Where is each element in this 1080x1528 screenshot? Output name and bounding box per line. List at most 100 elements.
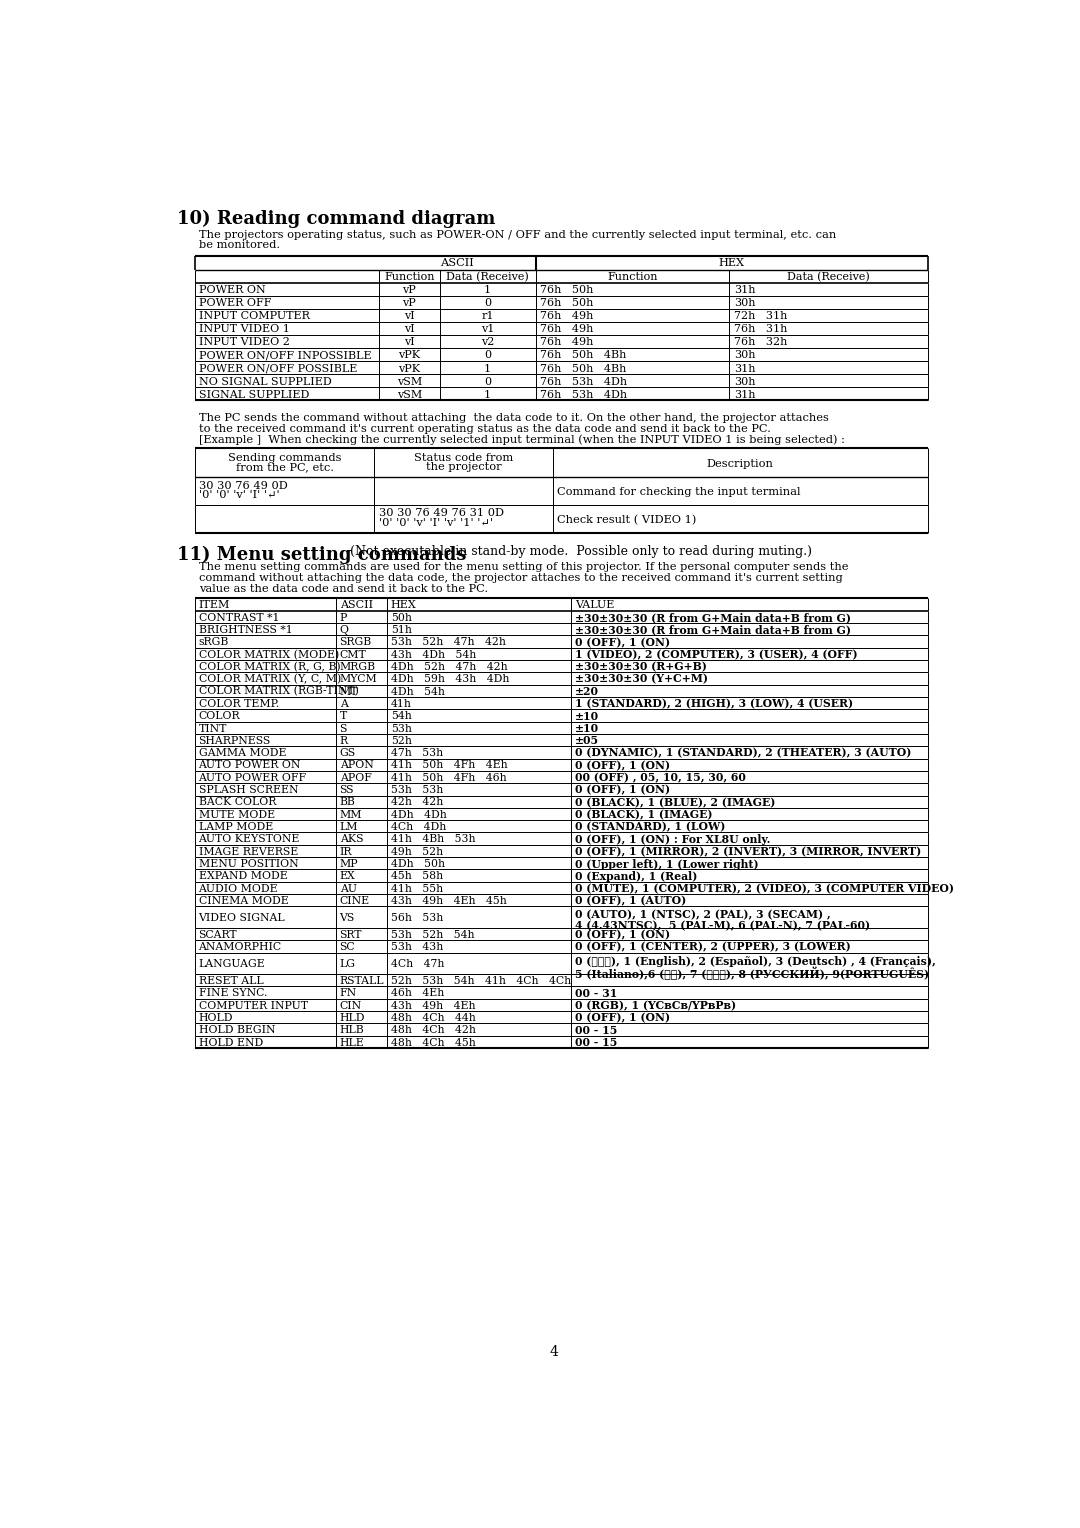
Text: 31h: 31h	[734, 286, 756, 295]
Text: VIDEO SIGNAL: VIDEO SIGNAL	[199, 912, 285, 923]
Text: 4Dh   50h: 4Dh 50h	[391, 859, 445, 869]
Text: BACK COLOR: BACK COLOR	[199, 798, 275, 807]
Text: POWER ON/OFF POSSIBLE: POWER ON/OFF POSSIBLE	[199, 364, 356, 373]
Text: 0 (BLACK), 1 (BLUE), 2 (IMAGE): 0 (BLACK), 1 (BLUE), 2 (IMAGE)	[576, 798, 775, 808]
Text: 41h   50h   4Fh   46h: 41h 50h 4Fh 46h	[391, 773, 507, 782]
Text: 5 (Italiano),6 (中文), 7 (한국어), 8 (РУССКИЙ), 9(PORTUGUÊS): 5 (Italiano),6 (中文), 7 (한국어), 8 (РУССКИЙ…	[576, 966, 929, 979]
Text: 52h   53h   54h   41h   4Ch   4Ch: 52h 53h 54h 41h 4Ch 4Ch	[391, 976, 571, 986]
Text: sRGB: sRGB	[199, 637, 229, 648]
Text: Function: Function	[607, 272, 658, 281]
Text: 0 (OFF), 1 (ON) : For XL8U only.: 0 (OFF), 1 (ON) : For XL8U only.	[576, 834, 770, 845]
Text: 30h: 30h	[734, 350, 756, 361]
Text: 4Dh   54h: 4Dh 54h	[391, 686, 445, 697]
Text: vPK: vPK	[399, 350, 420, 361]
Text: AUDIO MODE: AUDIO MODE	[199, 883, 279, 894]
Text: 4Dh   4Dh: 4Dh 4Dh	[391, 810, 446, 819]
Text: NO SIGNAL SUPPLIED: NO SIGNAL SUPPLIED	[199, 376, 332, 387]
Text: COLOR MATRIX (Y, C, M): COLOR MATRIX (Y, C, M)	[199, 674, 341, 685]
Text: CINEMA MODE: CINEMA MODE	[199, 895, 288, 906]
Text: ±05: ±05	[576, 735, 599, 746]
Text: 76h   32h: 76h 32h	[734, 338, 787, 347]
Text: SRGB: SRGB	[339, 637, 372, 648]
Text: 0 (MUTE), 1 (COMPUTER), 2 (VIDEO), 3 (COMPUTER VIDEO): 0 (MUTE), 1 (COMPUTER), 2 (VIDEO), 3 (CO…	[576, 883, 955, 894]
Text: IMAGE REVERSE: IMAGE REVERSE	[199, 847, 298, 857]
Text: COLOR MATRIX (RGB-TINT): COLOR MATRIX (RGB-TINT)	[199, 686, 359, 697]
Text: GAMMA MODE: GAMMA MODE	[199, 749, 286, 758]
Text: ±30±30±30 (R+G+B): ±30±30±30 (R+G+B)	[576, 662, 707, 672]
Text: 76h   31h: 76h 31h	[734, 324, 787, 335]
Text: 72h   31h: 72h 31h	[734, 312, 787, 321]
Text: T: T	[339, 711, 347, 721]
Text: 48h   4Ch   44h: 48h 4Ch 44h	[391, 1013, 475, 1024]
Text: SCART: SCART	[199, 931, 238, 940]
Text: 30 30 76 49 0D: 30 30 76 49 0D	[200, 481, 288, 490]
Text: 42h   42h: 42h 42h	[391, 798, 443, 807]
Text: GS: GS	[339, 749, 355, 758]
Text: 52h: 52h	[391, 736, 411, 746]
Text: Function: Function	[384, 272, 434, 281]
Text: 0: 0	[484, 298, 491, 309]
Text: 0 (OFF), 1 (ON): 0 (OFF), 1 (ON)	[576, 637, 671, 648]
Text: COLOR MATRIX (R, G, B): COLOR MATRIX (R, G, B)	[199, 662, 340, 672]
Text: LM: LM	[339, 822, 359, 833]
Text: (Not executable in stand-by mode.  Possible only to read during muting.): (Not executable in stand-by mode. Possib…	[346, 545, 812, 558]
Text: CIN: CIN	[339, 1001, 362, 1010]
Text: ±30±30±30 (R from G+Main data+B from G): ±30±30±30 (R from G+Main data+B from G)	[576, 625, 851, 636]
Text: 4Dh   52h   47h   42h: 4Dh 52h 47h 42h	[391, 662, 508, 672]
Text: COLOR TEMP.: COLOR TEMP.	[199, 698, 279, 709]
Text: 0 (OFF), 1 (ON): 0 (OFF), 1 (ON)	[576, 784, 671, 796]
Text: CMT: CMT	[339, 649, 366, 660]
Text: vI: vI	[404, 338, 415, 347]
Text: the projector: the projector	[426, 461, 501, 472]
Text: POWER OFF: POWER OFF	[199, 298, 271, 309]
Text: 49h   52h: 49h 52h	[391, 847, 443, 857]
Text: 0 (DYNAMIC), 1 (STANDARD), 2 (THEATER), 3 (AUTO): 0 (DYNAMIC), 1 (STANDARD), 2 (THEATER), …	[576, 747, 912, 759]
Text: SS: SS	[339, 785, 354, 795]
Text: VS: VS	[339, 912, 355, 923]
Text: 1 (VIDEO), 2 (COMPUTER), 3 (USER), 4 (OFF): 1 (VIDEO), 2 (COMPUTER), 3 (USER), 4 (OF…	[576, 649, 858, 660]
Text: 31h: 31h	[734, 364, 756, 373]
Text: 0 (OFF), 1 (ON): 0 (OFF), 1 (ON)	[576, 929, 671, 940]
Text: 0: 0	[484, 350, 491, 361]
Text: 46h   4Eh: 46h 4Eh	[391, 989, 444, 998]
Text: vP: vP	[403, 286, 416, 295]
Text: 30 30 76 49 76 31 0D: 30 30 76 49 76 31 0D	[379, 509, 504, 518]
Text: 76h   53h   4Dh: 76h 53h 4Dh	[540, 376, 627, 387]
Text: INPUT VIDEO 2: INPUT VIDEO 2	[199, 338, 289, 347]
Text: 48h   4Ch   42h: 48h 4Ch 42h	[391, 1025, 475, 1036]
Text: MENU POSITION: MENU POSITION	[199, 859, 298, 869]
Text: 76h   49h: 76h 49h	[540, 312, 594, 321]
Text: 0 (AUTO), 1 (NTSC), 2 (PAL), 3 (SECAM) ,: 0 (AUTO), 1 (NTSC), 2 (PAL), 3 (SECAM) ,	[576, 909, 831, 920]
Text: HOLD: HOLD	[199, 1013, 233, 1024]
Text: 1 (STANDARD), 2 (HIGH), 3 (LOW), 4 (USER): 1 (STANDARD), 2 (HIGH), 3 (LOW), 4 (USER…	[576, 698, 853, 709]
Text: ±10: ±10	[576, 711, 599, 721]
Text: 1: 1	[484, 390, 491, 400]
Text: 4Ch   4Dh: 4Ch 4Dh	[391, 822, 446, 833]
Text: to the received command it's current operating status as the data code and send : to the received command it's current ope…	[199, 423, 770, 434]
Text: r1: r1	[482, 312, 494, 321]
Text: P: P	[339, 613, 347, 622]
Text: from the PC, etc.: from the PC, etc.	[235, 461, 334, 472]
Text: 30h: 30h	[734, 376, 756, 387]
Text: 53h: 53h	[391, 724, 411, 733]
Text: 48h   4Ch   45h: 48h 4Ch 45h	[391, 1038, 475, 1048]
Text: 00 - 31: 00 - 31	[576, 989, 618, 999]
Text: 51h: 51h	[391, 625, 411, 636]
Text: SHARPNESS: SHARPNESS	[199, 736, 271, 746]
Text: 0 (OFF), 1 (CENTER), 2 (UPPER), 3 (LOWER): 0 (OFF), 1 (CENTER), 2 (UPPER), 3 (LOWER…	[576, 941, 851, 952]
Text: The menu setting commands are used for the menu setting of this projector. If th: The menu setting commands are used for t…	[199, 562, 848, 571]
Text: BB: BB	[339, 798, 355, 807]
Text: vSM: vSM	[396, 390, 422, 400]
Text: EXPAND MODE: EXPAND MODE	[199, 871, 287, 882]
Text: COLOR MATRIX (MODE): COLOR MATRIX (MODE)	[199, 649, 339, 660]
Text: The PC sends the command without attaching  the data code to it. On the other ha: The PC sends the command without attachi…	[199, 413, 828, 423]
Text: Status code from: Status code from	[414, 452, 513, 463]
Text: 41h   50h   4Fh   4Eh: 41h 50h 4Fh 4Eh	[391, 761, 508, 770]
Text: 0 (BLACK), 1 (IMAGE): 0 (BLACK), 1 (IMAGE)	[576, 810, 713, 821]
Text: vI: vI	[404, 312, 415, 321]
Text: HOLD END: HOLD END	[199, 1038, 262, 1048]
Text: vPK: vPK	[399, 364, 420, 373]
Text: SPLASH SCREEN: SPLASH SCREEN	[199, 785, 298, 795]
Text: 11) Menu setting commands: 11) Menu setting commands	[177, 545, 467, 564]
Text: EX: EX	[339, 871, 355, 882]
